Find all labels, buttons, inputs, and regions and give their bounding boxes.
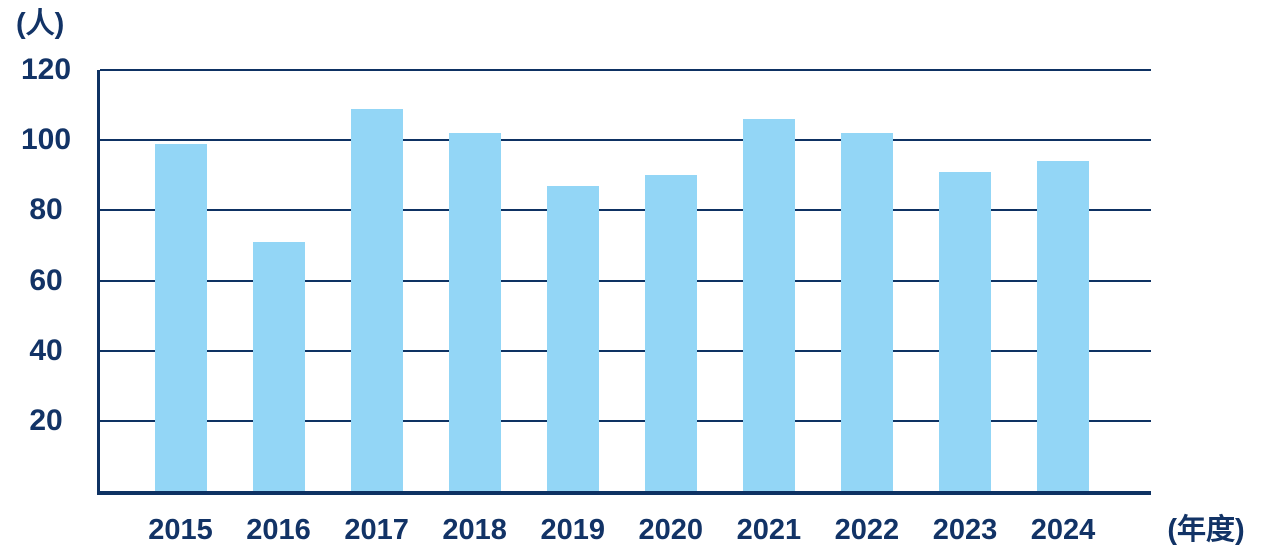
- x-tick-label-2024: 2024: [1030, 514, 1096, 546]
- x-tick-label-2017: 2017: [344, 514, 409, 546]
- gridline-120: [100, 69, 1151, 71]
- bar-2024: [1037, 161, 1090, 491]
- y-tick-label-60: 60: [29, 263, 63, 297]
- gridline-40: [100, 349, 1151, 352]
- bar-2023: [938, 171, 991, 491]
- bar-2016: [252, 241, 305, 491]
- y-tick-label-20: 20: [29, 403, 63, 437]
- bar-2017: [350, 108, 403, 491]
- x-tick-label-2015: 2015: [148, 514, 213, 546]
- bar-2022: [840, 133, 893, 491]
- x-axis-unit-label: (年度): [1167, 514, 1245, 546]
- x-tick-label-2016: 2016: [246, 514, 311, 546]
- gridline-60: [100, 279, 1151, 282]
- gridline-20: [100, 419, 1151, 422]
- bar-2021: [742, 119, 795, 491]
- x-tick-label-2018: 2018: [442, 514, 507, 546]
- x-tick-label-2019: 2019: [540, 514, 605, 546]
- bar-2019: [546, 185, 599, 491]
- bar-2018: [448, 133, 501, 491]
- x-tick-label-2021: 2021: [736, 514, 802, 546]
- gridline-80: [100, 209, 1151, 212]
- y-tick-label-40: 40: [29, 333, 63, 367]
- gridline-100: [100, 139, 1151, 142]
- y-tick-label-80: 80: [29, 193, 63, 227]
- y-tick-label-120: 120: [20, 53, 72, 86]
- bar-2020: [644, 175, 697, 491]
- y-tick-label-100: 100: [20, 123, 72, 157]
- x-tick-label-2023: 2023: [932, 514, 998, 546]
- plot-area: [97, 69, 1151, 495]
- x-tick-label-2022: 2022: [834, 514, 900, 546]
- y-axis-unit-label: (人): [16, 8, 65, 40]
- x-tick-label-2020: 2020: [638, 514, 704, 546]
- bar-2015: [154, 143, 207, 491]
